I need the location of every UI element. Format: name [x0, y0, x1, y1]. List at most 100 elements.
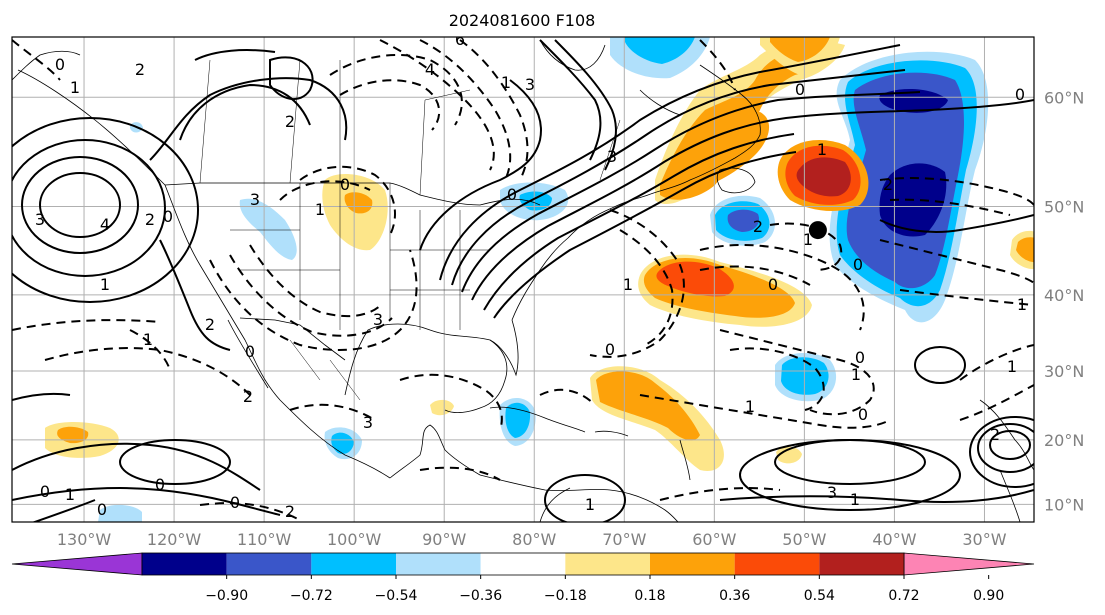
contour-ridge-4	[471, 99, 1034, 301]
longitude-label: 60°W	[692, 530, 736, 549]
contour-neg-3	[249, 244, 383, 318]
contour-label: 4	[100, 215, 110, 234]
longitude-label: 130°W	[57, 530, 112, 549]
contour-label: 0	[507, 185, 517, 204]
contour-neg-34	[12, 39, 61, 81]
contour-label: 0	[230, 493, 240, 512]
longitude-label: 50°W	[782, 530, 826, 549]
contour-label: 2	[285, 112, 295, 131]
contour-na-zero	[159, 239, 231, 351]
border-states-1	[230, 183, 490, 330]
negative-contours	[12, 39, 1034, 521]
contour-label: 1	[100, 275, 110, 294]
colorbar-tick-label: −0.90	[205, 588, 248, 604]
shade-pos-red-dark	[796, 157, 851, 197]
contour-neg-22	[729, 347, 825, 411]
latitude-label: 60°N	[1044, 88, 1084, 107]
coast-south-america	[479, 474, 679, 522]
contour-ridge-7	[419, 79, 542, 251]
shade-pos-orange-pac	[57, 426, 89, 444]
contour-ridge-3	[461, 91, 921, 293]
contour-label: 2	[135, 60, 145, 79]
shade-pos-orange-us	[344, 192, 373, 214]
contour-label: 1	[70, 78, 80, 97]
coast-na-west	[17, 69, 391, 479]
contour-neg-19	[699, 244, 865, 331]
contour-pac-high-4	[12, 117, 199, 303]
shade-pos-top-right-or	[770, 37, 830, 62]
contour-label: 2	[883, 175, 893, 194]
border-canada-prov	[199, 59, 621, 196]
coast-alaska	[12, 50, 81, 81]
contour-neg-25	[879, 177, 1034, 206]
contour-west-4	[149, 77, 348, 161]
longitude-label: 110°W	[237, 530, 292, 549]
contour-label: 2	[243, 387, 253, 406]
contour-neg-2	[229, 254, 393, 337]
contour-label: 0	[97, 500, 107, 519]
contour-cuba-0	[544, 474, 626, 522]
contour-neg-17	[589, 209, 685, 358]
contour-label: 0	[795, 80, 805, 99]
contour-sub-1	[12, 442, 261, 491]
contour-neg-5	[279, 180, 371, 201]
longitude-label: 100°W	[327, 530, 382, 549]
contour-west-1	[179, 83, 311, 141]
contour-label: 1	[745, 397, 755, 416]
coast-gulf	[344, 323, 508, 414]
contour-label: 2	[990, 425, 1000, 444]
colorbar-frame	[141, 552, 905, 576]
colorbar-segment	[142, 553, 227, 575]
colorbar: −0.90 −0.72 −0.54 −0.36 −0.18 0.18 0.36 0.54 0.7…	[11, 552, 1035, 604]
contour-sub-ellipse	[119, 439, 231, 485]
contour-lines	[12, 39, 1034, 522]
contour-label: 2	[285, 502, 295, 521]
colorbar-tick-label: 0.90	[973, 588, 1004, 604]
contour-neg-18	[619, 229, 674, 346]
contour-pac-high-2	[21, 156, 139, 254]
contour-label: 2	[205, 315, 215, 334]
colorbar-segment	[396, 553, 481, 575]
shade-pos-orange-carib	[596, 371, 700, 441]
border-mexico-states	[289, 339, 361, 401]
contour-pac-high-3	[12, 139, 166, 277]
contour-label: 1	[65, 485, 75, 504]
shade-neg-light-wus	[239, 198, 297, 260]
contour-neg-20	[719, 329, 875, 416]
contour-neg-35	[699, 39, 736, 91]
contour-pac-high-1	[39, 172, 121, 238]
latitude-label: 30°N	[1044, 362, 1084, 381]
contour-label: 6	[455, 30, 465, 49]
contour-sub-2	[12, 487, 281, 516]
contour-ridge-5	[483, 133, 795, 311]
contour-west-2	[194, 49, 276, 61]
coast-newfoundland	[716, 167, 756, 194]
colorbar-extend-high	[903, 552, 1035, 576]
contour-neg-13	[129, 329, 171, 371]
contour-neg-12	[12, 319, 161, 331]
contour-label: 1	[850, 490, 860, 509]
contour-label: 3	[607, 147, 617, 166]
contour-label: 0	[855, 348, 865, 367]
contour-neg-16	[539, 388, 596, 406]
contour-label: 0	[155, 475, 165, 494]
contour-label: 1	[501, 73, 511, 92]
contour-pac-lower	[12, 392, 71, 401]
map-frame	[11, 36, 1035, 523]
contour-ridge-1	[439, 44, 901, 281]
contour-label: 0	[853, 255, 863, 274]
latitude-label: 40°N	[1044, 286, 1084, 305]
shade-neg-blue-gl	[519, 191, 552, 211]
contour-west-3	[269, 56, 314, 100]
contour-label: 2	[145, 210, 155, 229]
colorbar-tick-label: −0.36	[459, 588, 502, 604]
contour-sw-pac	[31, 499, 96, 522]
contour-label: 1	[623, 275, 633, 294]
contour-sub-east-3	[969, 416, 1034, 488]
shade-neg-blue-ca	[331, 432, 354, 454]
coast-baja	[227, 319, 269, 389]
contour-label: 0	[1015, 85, 1025, 104]
contour-label: 3	[250, 190, 260, 209]
colorbar-tick-label: −0.72	[290, 588, 333, 604]
